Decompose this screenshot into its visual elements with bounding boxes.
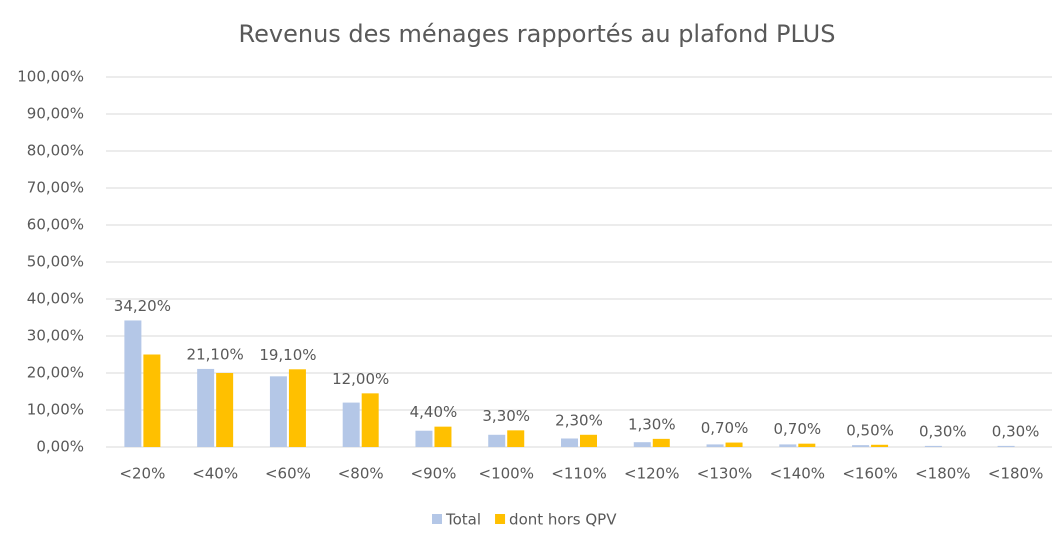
x-tick-label: <100% bbox=[479, 465, 534, 483]
bar bbox=[488, 434, 506, 447]
bar bbox=[197, 368, 215, 447]
x-tick-label: <60% bbox=[265, 465, 311, 483]
bar bbox=[434, 426, 452, 447]
y-tick-label: 100,00% bbox=[17, 68, 84, 86]
bar bbox=[288, 369, 306, 447]
y-tick-label: 0,00% bbox=[36, 438, 84, 456]
bar bbox=[798, 443, 816, 447]
bar bbox=[361, 393, 379, 447]
y-tick-label: 70,00% bbox=[27, 179, 84, 197]
chart-title: Revenus des ménages rapportés au plafond… bbox=[239, 20, 836, 48]
x-tick-label: <90% bbox=[411, 465, 457, 483]
data-label: 4,40% bbox=[410, 403, 458, 421]
legend-label: dont hors QPV bbox=[509, 511, 617, 529]
x-tick-label: <130% bbox=[697, 465, 752, 483]
data-label: 0,70% bbox=[701, 419, 749, 437]
bar bbox=[725, 442, 743, 447]
bar bbox=[415, 430, 433, 447]
legend-swatch bbox=[432, 514, 442, 524]
bar bbox=[633, 442, 651, 447]
y-tick-label: 10,00% bbox=[27, 401, 84, 419]
bar bbox=[269, 376, 287, 447]
x-tick-label: <40% bbox=[192, 465, 238, 483]
bar bbox=[507, 430, 525, 447]
x-tick-label: <140% bbox=[770, 465, 825, 483]
bar bbox=[852, 445, 870, 447]
x-tick-label: <20% bbox=[119, 465, 165, 483]
x-tick-label: <180% bbox=[915, 465, 970, 483]
y-tick-label: 30,00% bbox=[27, 327, 84, 345]
data-label: 0,30% bbox=[992, 422, 1040, 440]
data-label: 3,30% bbox=[482, 407, 530, 425]
data-label: 0,50% bbox=[846, 421, 894, 439]
x-tick-label: <120% bbox=[624, 465, 679, 483]
data-label: 1,30% bbox=[628, 415, 676, 433]
data-label: 19,10% bbox=[259, 346, 316, 364]
y-tick-label: 80,00% bbox=[27, 142, 84, 160]
data-label: 0,70% bbox=[773, 420, 821, 438]
x-tick-label: <110% bbox=[551, 465, 606, 483]
x-tick-label: <180% bbox=[988, 465, 1043, 483]
bar bbox=[779, 444, 797, 447]
legend-swatch bbox=[495, 514, 506, 524]
bar bbox=[561, 438, 578, 447]
legend-label: Total bbox=[445, 511, 481, 529]
y-tick-label: 50,00% bbox=[27, 253, 84, 271]
bar bbox=[652, 438, 670, 447]
bar bbox=[997, 445, 1015, 447]
data-label: 12,00% bbox=[332, 370, 389, 388]
y-tick-label: 60,00% bbox=[27, 216, 84, 234]
data-label: 0,30% bbox=[919, 422, 967, 440]
bar bbox=[580, 434, 597, 447]
data-label: 34,20% bbox=[114, 297, 171, 315]
y-tick-label: 40,00% bbox=[27, 290, 84, 308]
x-tick-label: <80% bbox=[338, 465, 384, 483]
y-tick-label: 90,00% bbox=[27, 105, 84, 123]
bar bbox=[871, 444, 889, 447]
bar bbox=[216, 373, 234, 447]
x-tick-label: <160% bbox=[842, 465, 897, 483]
bar bbox=[124, 320, 142, 447]
bar bbox=[342, 402, 360, 447]
y-tick-label: 20,00% bbox=[27, 364, 84, 382]
bar bbox=[706, 444, 724, 447]
data-label: 2,30% bbox=[555, 411, 603, 429]
bar bbox=[924, 445, 942, 447]
bar bbox=[143, 354, 161, 447]
data-label: 21,10% bbox=[187, 345, 244, 363]
